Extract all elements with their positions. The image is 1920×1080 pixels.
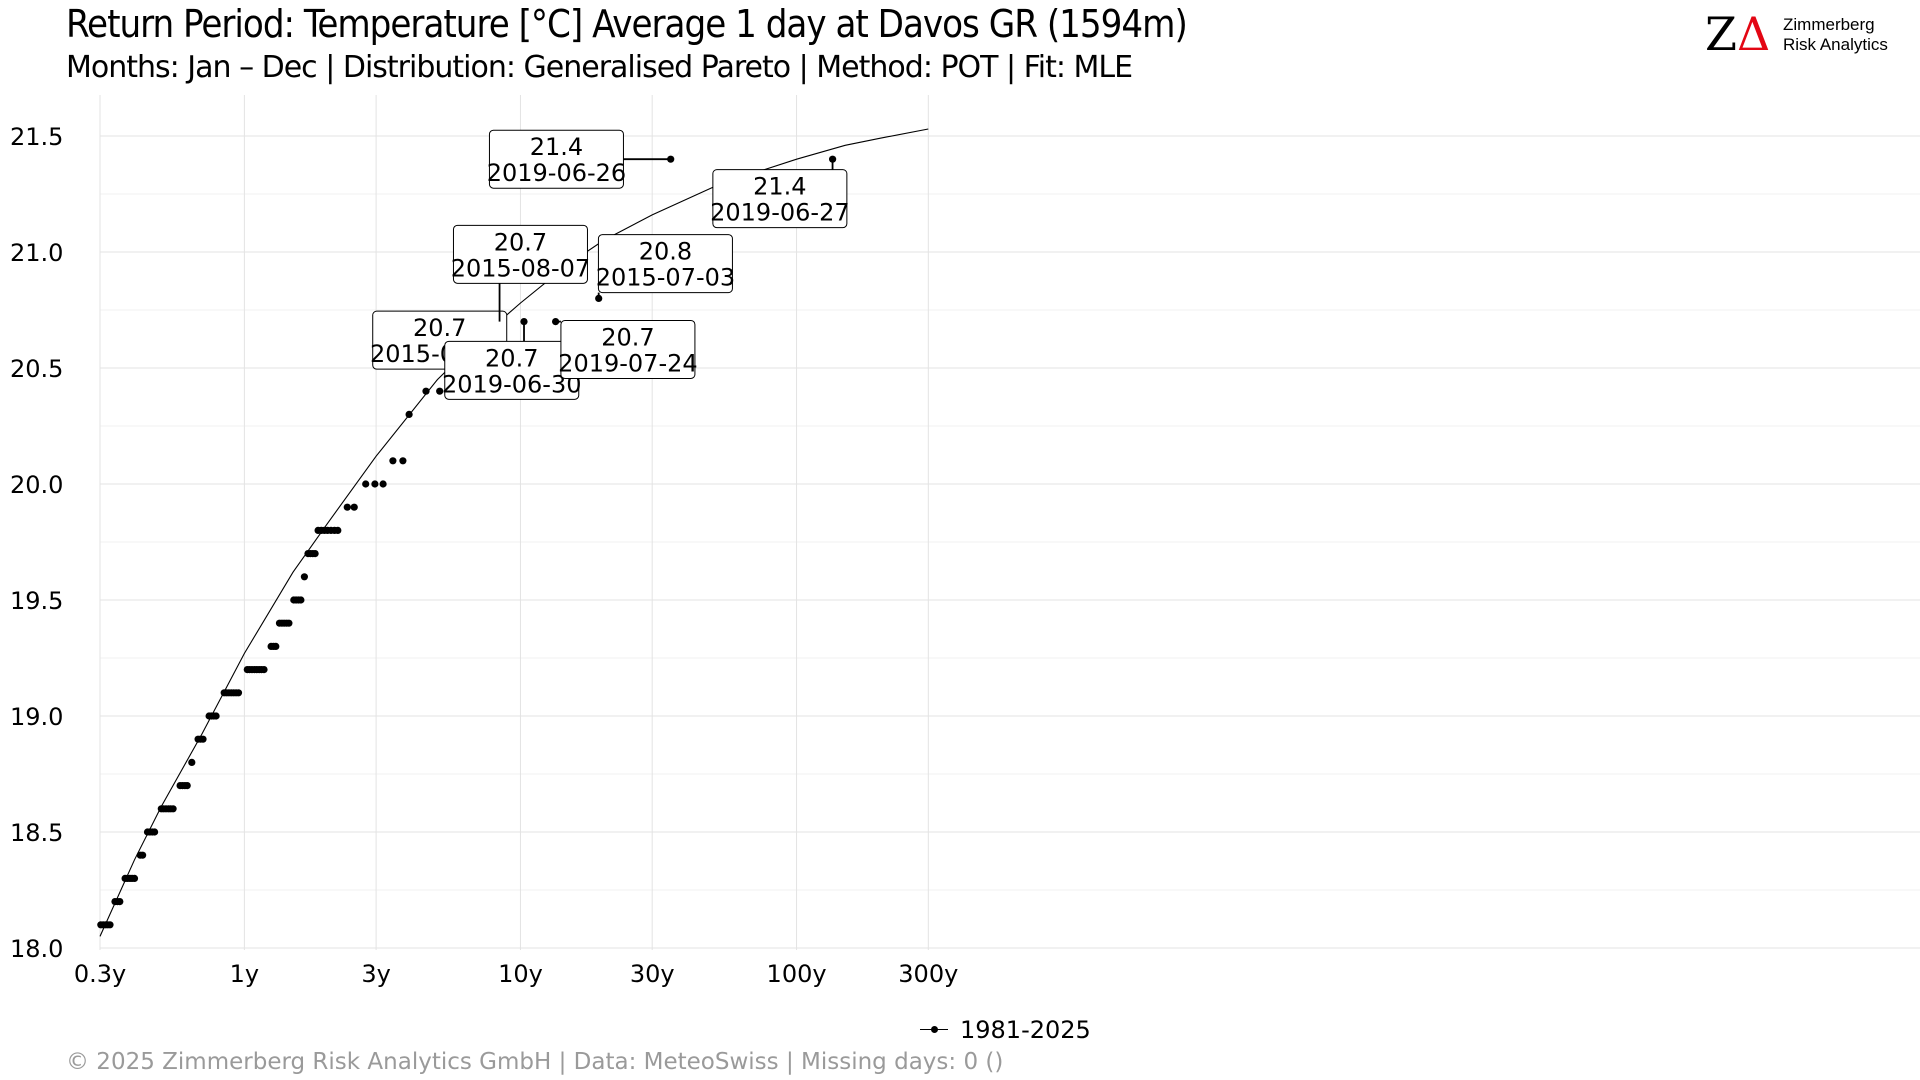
annotation-date: 2019-06-30 bbox=[442, 370, 581, 398]
data-point bbox=[130, 874, 139, 883]
y-tick-label: 19.0 bbox=[10, 703, 63, 731]
data-point bbox=[106, 921, 114, 929]
legend: 1981-2025 bbox=[912, 1015, 1091, 1045]
data-point bbox=[379, 480, 387, 488]
y-tick-label: 21.0 bbox=[10, 239, 63, 267]
annotation-value: 20.7 bbox=[413, 314, 466, 342]
data-point bbox=[151, 828, 159, 836]
data-point bbox=[350, 503, 358, 511]
data-point bbox=[212, 712, 220, 720]
x-tick-label: 1y bbox=[230, 960, 259, 988]
annotation-box bbox=[597, 234, 733, 294]
y-tick-label: 19.5 bbox=[10, 587, 63, 615]
data-point bbox=[422, 387, 430, 395]
annotation-value: 21.4 bbox=[753, 173, 806, 201]
annotation-box bbox=[452, 224, 588, 284]
data-point bbox=[260, 666, 268, 674]
chart-subtitle: Months: Jan – Dec | Distribution: Genera… bbox=[66, 50, 1133, 85]
legend-key-icon bbox=[912, 1015, 956, 1045]
data-point bbox=[311, 550, 319, 558]
data-point bbox=[139, 851, 147, 859]
annotation-date: 2019-07-24 bbox=[558, 349, 697, 377]
data-point bbox=[362, 480, 370, 488]
annotations-layer: 20.72015-07-0520.72015-08-0720.72019-06-… bbox=[370, 129, 850, 400]
data-point bbox=[667, 155, 675, 163]
data-point bbox=[389, 457, 397, 465]
annotation-date: 2015-07-03 bbox=[596, 264, 735, 292]
data-point bbox=[272, 642, 280, 651]
x-tick-label: 10y bbox=[498, 960, 543, 988]
axes-layer: 18.0 18.5 19.0 19.5 20.0 20.5 21.0 21.5 0.3y 1y 3y… bbox=[10, 123, 958, 988]
data-point bbox=[183, 782, 191, 790]
data-point bbox=[405, 410, 413, 418]
annotation-box bbox=[712, 169, 848, 229]
legend-label: 1981-2025 bbox=[960, 1016, 1091, 1044]
logo-text-line2: Risk Analytics bbox=[1783, 35, 1888, 54]
data-point bbox=[399, 457, 407, 465]
grid bbox=[99, 95, 1920, 950]
data-point bbox=[829, 155, 837, 163]
data-point bbox=[436, 387, 444, 395]
y-tick-label: 21.5 bbox=[10, 123, 63, 151]
annotation-value: 20.7 bbox=[485, 344, 538, 372]
annotation-date: 2019-06-26 bbox=[487, 159, 626, 187]
y-tick-label: 18.0 bbox=[10, 935, 63, 963]
data-point bbox=[300, 573, 308, 581]
footer-copyright: © 2025 Zimmerberg Risk Analytics GmbH | … bbox=[66, 1049, 1004, 1075]
x-tick-label: 100y bbox=[767, 960, 827, 988]
data-point bbox=[234, 689, 243, 697]
annotation-value: 20.7 bbox=[494, 228, 547, 256]
chart-title: Return Period: Temperature [°C] Average … bbox=[66, 2, 1188, 46]
annotation-value: 20.8 bbox=[639, 238, 692, 266]
x-tick-label: 3y bbox=[361, 960, 390, 988]
logo-mark-z: Z bbox=[1705, 7, 1737, 61]
annotation-box bbox=[560, 319, 696, 379]
y-tick-label: 20.5 bbox=[10, 355, 63, 383]
annotation-box bbox=[488, 129, 624, 189]
x-tick-label: 300y bbox=[898, 960, 958, 988]
data-point bbox=[343, 503, 351, 511]
data-point bbox=[169, 805, 177, 813]
annotation-date: 2015-08-07 bbox=[451, 254, 590, 282]
data-point bbox=[371, 480, 379, 488]
logo-mark: ZΔ bbox=[1705, 8, 1770, 60]
data-point bbox=[285, 619, 293, 627]
data-point bbox=[297, 596, 305, 604]
company-logo: ZΔ Zimmerberg Risk Analytics bbox=[1705, 8, 1905, 60]
y-tick-label: 20.0 bbox=[10, 471, 63, 499]
data-point bbox=[334, 526, 342, 535]
logo-mark-delta: Δ bbox=[1736, 7, 1771, 61]
data-point bbox=[116, 898, 124, 906]
y-tick-label: 18.5 bbox=[10, 819, 63, 847]
x-tick-label: 0.3y bbox=[74, 960, 126, 988]
data-point bbox=[199, 735, 207, 743]
data-points-layer bbox=[97, 155, 837, 929]
annotation-date: 2019-06-27 bbox=[710, 199, 849, 227]
logo-text-line1: Zimmerberg bbox=[1783, 15, 1875, 34]
x-tick-label: 30y bbox=[630, 960, 675, 988]
annotation-value: 21.4 bbox=[530, 133, 583, 161]
annotation-value: 20.7 bbox=[601, 323, 654, 351]
data-point bbox=[188, 758, 196, 767]
logo-text: Zimmerberg Risk Analytics bbox=[1783, 15, 1888, 55]
return-period-chart: 20.72015-07-0520.72015-08-0720.72019-06-… bbox=[10, 95, 1920, 988]
